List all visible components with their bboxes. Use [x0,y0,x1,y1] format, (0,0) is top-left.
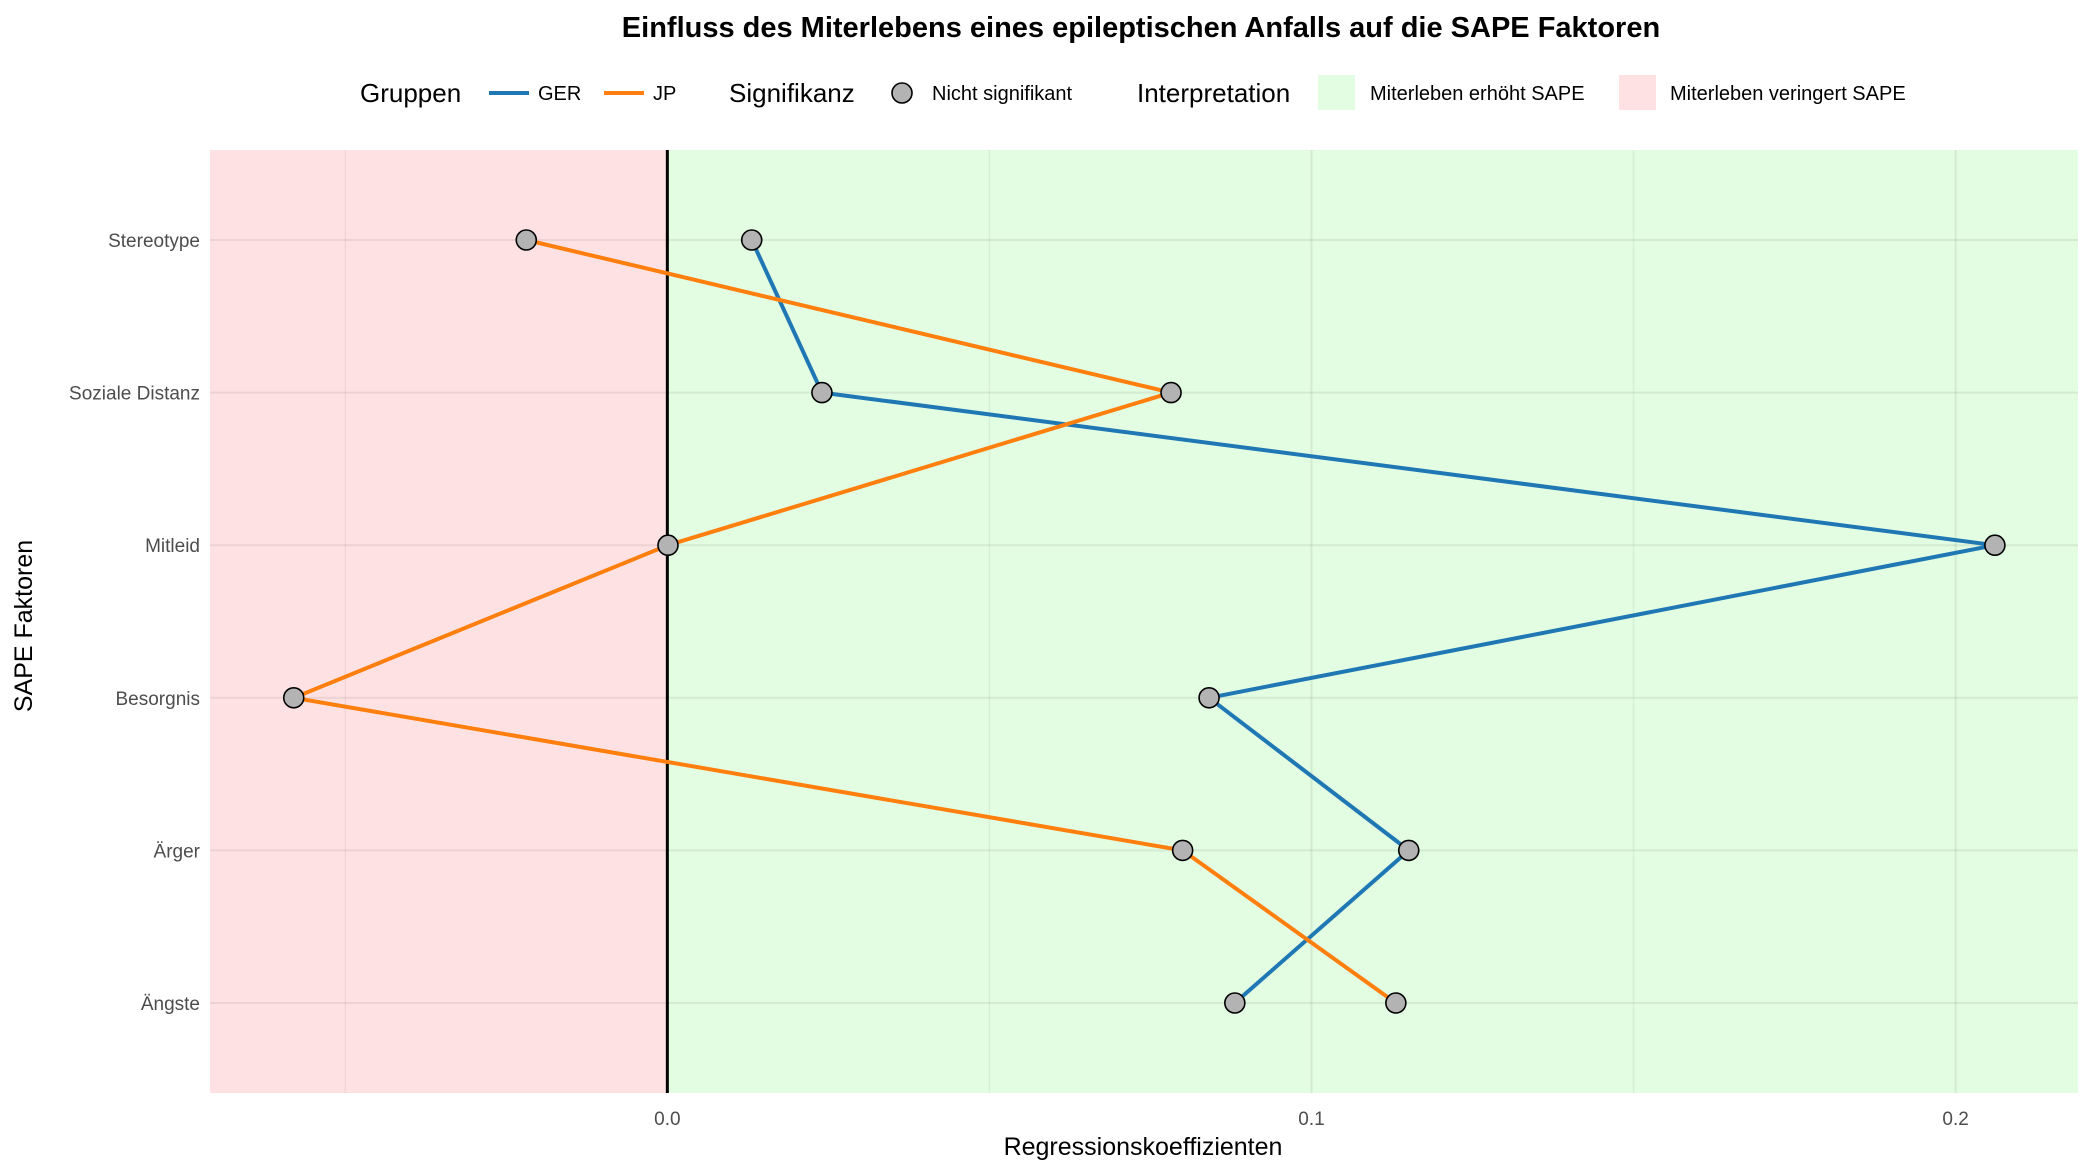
x-tick-label: 0.1 [1298,1109,1324,1130]
legend-key-not-significant [891,82,913,104]
x-tick-label: 0.2 [1942,1109,1968,1130]
data-point-ger [1397,839,1420,862]
data-point-ger [740,229,763,251]
y-tick-label: Mitleid [145,536,200,557]
legend-label-ger: GER [538,83,581,105]
legend-label-not-significant: Nicht signifikant [932,83,1073,105]
series-line-ger [749,239,1997,1005]
y-tick-label: Besorgnis [116,689,201,710]
legend-key-decrease [1619,75,1656,110]
data-point-ger [1984,534,2006,557]
y-axis-title: SAPE Faktoren [10,540,38,712]
data-point-jp [657,534,679,557]
legend-label-decrease: Miterleben veringert SAPE [1670,83,1906,105]
data-point-ger [1224,992,1246,1014]
data-point-jp [282,686,305,709]
y-tick-label: Ärger [154,841,201,862]
y-tick-label: Stereotype [108,231,200,252]
legend-title-interpretation: Interpretation [1137,78,1290,108]
data-point-ger [1198,686,1220,709]
plot-area: Stereotype Soziale Distanz Mitleid Besorgni… [69,150,2079,1130]
legend-title-significance: Signifikanz [729,78,855,108]
chart-title: Einfluss des Miterlebens eines epileptis… [622,12,1660,44]
data-point-jp [1385,992,1407,1014]
y-tick-label: Ängste [141,994,200,1015]
data-point-jp [1160,381,1182,404]
region-decrease [210,150,668,1093]
series-line-jp [291,238,1398,1005]
data-point-jp [515,229,538,251]
legend-key-increase [1318,75,1355,110]
data-point-jp [1171,839,1194,862]
legend-label-increase: Miterleben erhöht SAPE [1370,83,1585,105]
y-tick-label: Soziale Distanz [69,384,200,405]
legend-title-groups: Gruppen [360,78,461,108]
region-increase [667,150,2079,1093]
x-tick-label: 0.0 [654,1109,680,1130]
data-point-ger [811,381,833,404]
x-axis-title: Regressionskoeffizienten [1004,1133,1283,1161]
legend-label-jp: JP [653,83,676,105]
legend: Gruppen GER JP Signifikanz Nicht signifi… [360,75,1906,110]
